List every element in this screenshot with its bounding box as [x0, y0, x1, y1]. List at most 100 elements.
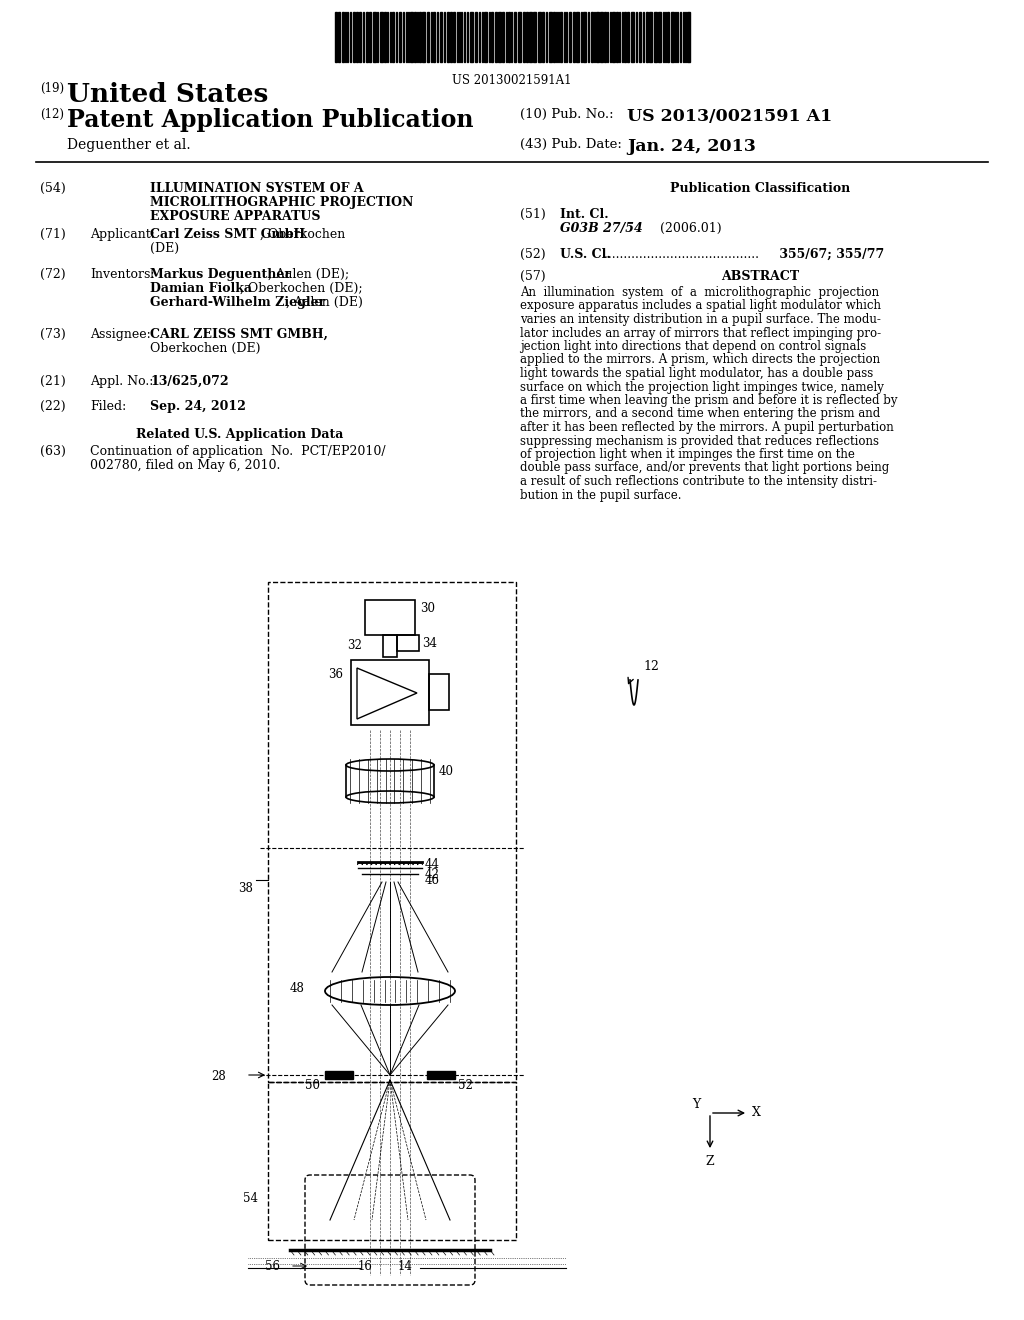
- Bar: [268, 1082, 516, 1239]
- Bar: [447, 12, 449, 62]
- Bar: [356, 12, 358, 62]
- Bar: [383, 635, 397, 657]
- Bar: [399, 12, 401, 62]
- Bar: [433, 12, 435, 62]
- Text: Appl. No.:: Appl. No.:: [90, 375, 154, 388]
- Text: (52): (52): [520, 248, 546, 261]
- Text: 56: 56: [265, 1261, 280, 1272]
- Bar: [569, 12, 571, 62]
- Bar: [508, 12, 510, 62]
- Text: 48: 48: [290, 982, 305, 995]
- Text: surface on which the projection light impinges twice, namely: surface on which the projection light im…: [520, 380, 884, 393]
- Text: CARL ZEISS SMT GMBH,: CARL ZEISS SMT GMBH,: [150, 327, 328, 341]
- Bar: [338, 12, 340, 62]
- Bar: [538, 12, 541, 62]
- Bar: [342, 12, 344, 62]
- Bar: [429, 675, 449, 710]
- Text: 30: 30: [420, 602, 435, 615]
- Text: 54: 54: [243, 1192, 258, 1205]
- Text: a first time when leaving the prism and before it is reflected by: a first time when leaving the prism and …: [520, 393, 897, 407]
- Bar: [450, 12, 452, 62]
- Bar: [346, 766, 434, 797]
- Bar: [359, 12, 361, 62]
- Bar: [631, 12, 634, 62]
- Bar: [627, 12, 629, 62]
- Bar: [366, 12, 368, 62]
- Text: 002780, filed on May 6, 2010.: 002780, filed on May 6, 2010.: [90, 459, 281, 473]
- Text: light towards the spatial light modulator, has a double pass: light towards the spatial light modulato…: [520, 367, 873, 380]
- Bar: [495, 12, 497, 62]
- Bar: [639, 12, 641, 62]
- Text: Oberkochen (DE): Oberkochen (DE): [150, 342, 260, 355]
- Bar: [646, 12, 648, 62]
- Text: varies an intensity distribution in a pupil surface. The modu-: varies an intensity distribution in a pu…: [520, 313, 881, 326]
- Bar: [453, 12, 455, 62]
- Bar: [549, 12, 552, 62]
- Text: Assignee:: Assignee:: [90, 327, 151, 341]
- Ellipse shape: [325, 977, 455, 1005]
- Bar: [365, 601, 415, 635]
- Bar: [573, 12, 575, 62]
- Bar: [649, 12, 652, 62]
- Text: the mirrors, and a second time when entering the prism and: the mirrors, and a second time when ente…: [520, 408, 881, 421]
- Bar: [427, 1071, 455, 1078]
- Bar: [523, 12, 525, 62]
- Text: 16: 16: [358, 1261, 373, 1272]
- Text: 14: 14: [398, 1261, 413, 1272]
- Text: (54): (54): [40, 182, 66, 195]
- Bar: [658, 12, 662, 62]
- Text: (71): (71): [40, 228, 66, 242]
- Text: (73): (73): [40, 327, 66, 341]
- Text: 46: 46: [425, 874, 440, 887]
- Bar: [600, 12, 603, 62]
- Text: 42: 42: [425, 869, 440, 880]
- Text: Damian Fiolka: Damian Fiolka: [150, 282, 252, 294]
- Bar: [384, 12, 386, 62]
- Bar: [419, 12, 421, 62]
- Text: 34: 34: [422, 638, 437, 649]
- Text: , Aalen (DE): , Aalen (DE): [286, 296, 362, 309]
- Bar: [369, 12, 371, 62]
- Text: , Aalen (DE);: , Aalen (DE);: [268, 268, 349, 281]
- Text: 40: 40: [439, 766, 454, 777]
- Text: (43) Pub. Date:: (43) Pub. Date:: [520, 139, 622, 150]
- Text: Publication Classification: Publication Classification: [670, 182, 850, 195]
- Text: G03B 27/54: G03B 27/54: [560, 222, 643, 235]
- Text: Applicant:: Applicant:: [90, 228, 155, 242]
- Bar: [604, 12, 606, 62]
- Text: (DE): (DE): [150, 242, 179, 255]
- Text: jection light into directions that depend on control signals: jection light into directions that depen…: [520, 341, 866, 352]
- Text: 44: 44: [425, 858, 440, 871]
- Bar: [380, 12, 383, 62]
- Bar: [526, 12, 528, 62]
- Bar: [616, 12, 618, 62]
- Bar: [410, 12, 413, 62]
- Bar: [392, 12, 394, 62]
- Text: (63): (63): [40, 445, 66, 458]
- Text: Markus Deguenther: Markus Deguenther: [150, 268, 291, 281]
- Text: , Oberkochen (DE);: , Oberkochen (DE);: [240, 282, 362, 294]
- Text: Filed:: Filed:: [90, 400, 126, 413]
- Text: Related U.S. Application Data: Related U.S. Application Data: [136, 428, 344, 441]
- Bar: [498, 12, 501, 62]
- Text: (72): (72): [40, 268, 66, 281]
- Text: ........................................: ........................................: [600, 248, 759, 261]
- Text: 50: 50: [305, 1078, 319, 1092]
- Bar: [591, 12, 593, 62]
- Bar: [560, 12, 562, 62]
- Text: Inventors:: Inventors:: [90, 268, 155, 281]
- Text: suppressing mechanism is provided that reduces reflections: suppressing mechanism is provided that r…: [520, 434, 879, 447]
- Ellipse shape: [346, 791, 434, 803]
- Bar: [542, 12, 544, 62]
- Bar: [534, 12, 536, 62]
- Text: US 2013/0021591 A1: US 2013/0021591 A1: [627, 108, 833, 125]
- Text: An  illumination  system  of  a  microlithographic  projection: An illumination system of a microlithogr…: [520, 286, 880, 300]
- Text: (57): (57): [520, 271, 546, 282]
- Bar: [397, 635, 419, 651]
- Bar: [596, 12, 599, 62]
- Text: Carl Zeiss SMT GmbH: Carl Zeiss SMT GmbH: [150, 228, 305, 242]
- Text: 32: 32: [347, 639, 362, 652]
- Bar: [529, 12, 532, 62]
- Text: , Oberkochen: , Oberkochen: [260, 228, 345, 242]
- Bar: [268, 582, 516, 1082]
